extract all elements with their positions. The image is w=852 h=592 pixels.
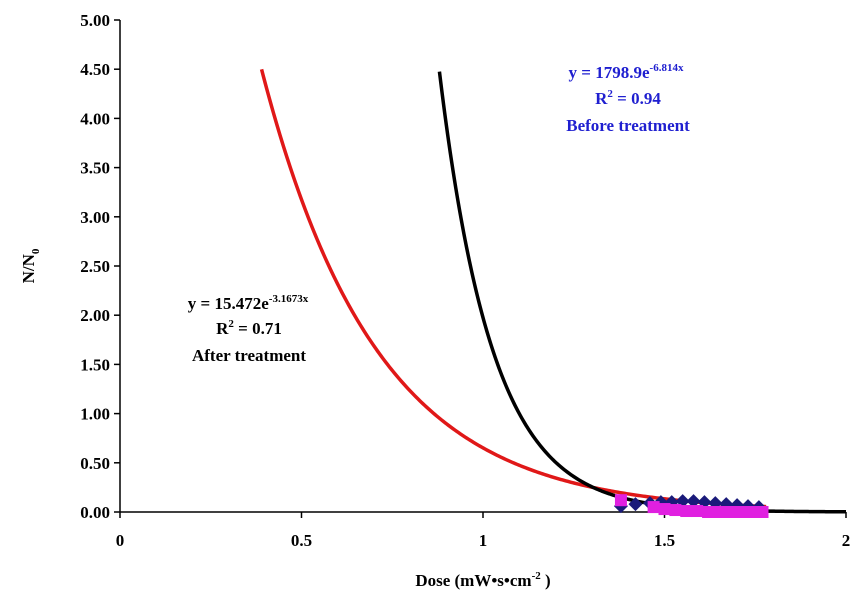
data-point-series-2 bbox=[734, 506, 747, 518]
fit-curve-1 bbox=[259, 68, 767, 509]
y-tick-label: 3.50 bbox=[80, 159, 110, 178]
after-r2: R2 = 0.71 bbox=[216, 318, 282, 338]
x-tick-label: 0.5 bbox=[291, 531, 312, 550]
data-point-series-2 bbox=[647, 501, 660, 514]
data-point-series-1 bbox=[686, 494, 701, 509]
x-tick-label: 0 bbox=[116, 531, 125, 550]
after-equation: y = 15.472e-3.1673x bbox=[188, 293, 309, 313]
y-tick-label: 3.00 bbox=[80, 208, 110, 227]
before-equation: y = 1798.9e-6.814x bbox=[569, 62, 684, 82]
data-point-series-2 bbox=[669, 504, 682, 517]
annotation-after-treatment: y = 15.472e-3.1673x R2 = 0.71 After trea… bbox=[188, 293, 309, 365]
y-tick-label: 1.50 bbox=[80, 355, 110, 374]
markers bbox=[613, 494, 769, 518]
x-ticks: 0 0.5 1 1.5 2 bbox=[116, 512, 851, 550]
y-tick-label: 5.00 bbox=[80, 11, 110, 30]
data-point-series-2 bbox=[723, 506, 736, 518]
x-tick-label: 1 bbox=[479, 531, 488, 550]
data-point-series-2 bbox=[745, 506, 758, 518]
before-label: Before treatment bbox=[566, 116, 690, 135]
after-label: After treatment bbox=[192, 346, 306, 365]
data-point-series-2 bbox=[691, 505, 704, 518]
x-axis-title: Dose (mW•s•cm-2 ) bbox=[415, 570, 550, 590]
y-axis-title: N/N0 bbox=[19, 248, 42, 283]
data-point-series-2 bbox=[680, 505, 693, 518]
data-point-series-2 bbox=[658, 503, 671, 516]
fit-lines bbox=[259, 68, 847, 514]
y-tick-label: 2.00 bbox=[80, 306, 110, 325]
data-point-series-2 bbox=[614, 494, 627, 507]
y-tick-label: 2.50 bbox=[80, 257, 110, 276]
fit-curve-2 bbox=[437, 71, 847, 514]
plot-area bbox=[120, 20, 846, 512]
annotation-before-treatment: y = 1798.9e-6.814x R2 = 0.94 Before trea… bbox=[566, 62, 690, 135]
y-tick-label: 4.50 bbox=[80, 60, 110, 79]
before-r2: R2 = 0.94 bbox=[595, 88, 661, 108]
x-tick-label: 2 bbox=[842, 531, 851, 550]
y-tick-label: 0.00 bbox=[80, 503, 110, 522]
data-point-series-2 bbox=[702, 506, 715, 518]
plot-frame bbox=[120, 20, 846, 512]
y-tick-label: 1.00 bbox=[80, 405, 110, 424]
x-tick-label: 1.5 bbox=[654, 531, 675, 550]
y-tick-label: 0.50 bbox=[80, 454, 110, 473]
data-point-series-1 bbox=[628, 497, 643, 512]
y-ticks: 0.00 0.50 1.00 1.50 2.00 2.50 3.00 3.50 4.00 4.50… bbox=[80, 11, 120, 522]
y-tick-label: 4.00 bbox=[80, 109, 110, 128]
data-point-series-2 bbox=[712, 506, 725, 518]
data-point-series-2 bbox=[756, 506, 769, 518]
